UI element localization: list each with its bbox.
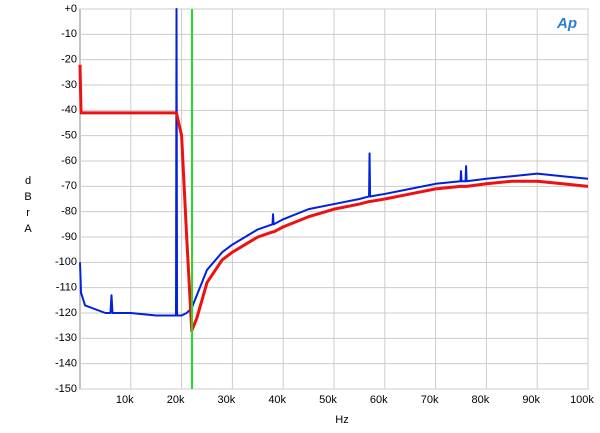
y-tick-label: -50 — [61, 130, 77, 142]
x-tick-label: 90k — [522, 394, 540, 406]
x-tick-label: 30k — [218, 394, 236, 406]
series-line — [79, 8, 589, 317]
y-tick-label: -150 — [55, 383, 77, 395]
x-tick-label: 70k — [421, 394, 439, 406]
y-tick-label: -80 — [61, 206, 77, 218]
x-tick-label: 20k — [167, 394, 185, 406]
logo: Ap — [556, 15, 577, 32]
x-tick-label: 80k — [472, 394, 490, 406]
y-tick-label: -40 — [61, 104, 77, 116]
y-tick-label: +0 — [64, 3, 77, 15]
y-tick-label: -90 — [61, 231, 77, 243]
y-tick-label: -70 — [61, 180, 77, 192]
y-tick-label: -10 — [61, 28, 77, 40]
series-line — [78, 64, 589, 333]
y-tick-label: -140 — [55, 358, 77, 370]
x-tick-label: 60k — [370, 394, 388, 406]
y-tick-label: -20 — [61, 54, 77, 66]
x-axis-label: Hz — [335, 414, 348, 426]
y-tick-label: -110 — [56, 282, 77, 294]
y-tick-label: -100 — [55, 256, 77, 268]
y-tick-label: -120 — [55, 307, 77, 319]
y-axis-label: dBrA — [22, 175, 34, 239]
x-tick-label: 40k — [268, 394, 286, 406]
y-tick-label: -130 — [55, 332, 77, 344]
x-tick-label: 10k — [116, 394, 134, 406]
y-tick-label: -30 — [61, 79, 77, 91]
x-tick-label: 50k — [319, 394, 337, 406]
y-tick-label: -60 — [61, 155, 77, 167]
x-tick-label: 100k — [570, 394, 594, 406]
